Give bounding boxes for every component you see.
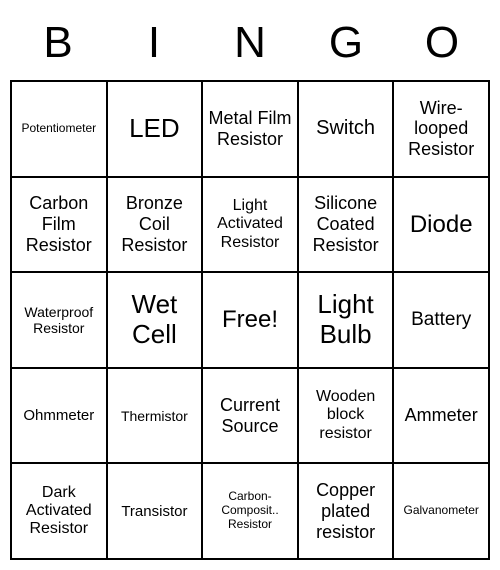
header-letter-g: G (298, 18, 394, 68)
bingo-cell-free[interactable]: Free! (202, 272, 298, 368)
bingo-cell[interactable]: Wet Cell (107, 272, 203, 368)
bingo-cell[interactable]: Silicone Coated Resistor (298, 177, 394, 273)
bingo-cell[interactable]: Galvanometer (393, 463, 489, 559)
bingo-cell[interactable]: Diode (393, 177, 489, 273)
bingo-card: B I N G O Potentiometer LED Metal Film R… (10, 10, 490, 560)
header-letter-o: O (394, 18, 490, 68)
bingo-cell[interactable]: Switch (298, 81, 394, 177)
bingo-cell[interactable]: Light Bulb (298, 272, 394, 368)
bingo-cell[interactable]: Bronze Coil Resistor (107, 177, 203, 273)
bingo-cell[interactable]: Metal Film Resistor (202, 81, 298, 177)
bingo-cell[interactable]: Carbon Film Resistor (11, 177, 107, 273)
bingo-cell[interactable]: Light Activated Resistor (202, 177, 298, 273)
bingo-cell[interactable]: Carbon-Composit.. Resistor (202, 463, 298, 559)
bingo-cell[interactable]: Battery (393, 272, 489, 368)
bingo-cell[interactable]: Wire-looped Resistor (393, 81, 489, 177)
bingo-cell[interactable]: Thermistor (107, 368, 203, 464)
bingo-cell[interactable]: LED (107, 81, 203, 177)
bingo-cell[interactable]: Copper plated resistor (298, 463, 394, 559)
bingo-cell[interactable]: Current Source (202, 368, 298, 464)
bingo-cell[interactable]: Transistor (107, 463, 203, 559)
header-letter-n: N (202, 18, 298, 68)
bingo-header-row: B I N G O (10, 10, 490, 80)
bingo-cell[interactable]: Ammeter (393, 368, 489, 464)
bingo-cell[interactable]: Ohmmeter (11, 368, 107, 464)
bingo-cell[interactable]: Wooden block resistor (298, 368, 394, 464)
bingo-cell[interactable]: Potentiometer (11, 81, 107, 177)
header-letter-b: B (10, 18, 106, 68)
bingo-grid: Potentiometer LED Metal Film Resistor Sw… (10, 80, 490, 560)
bingo-cell[interactable]: Dark Activated Resistor (11, 463, 107, 559)
bingo-cell[interactable]: Waterproof Resistor (11, 272, 107, 368)
header-letter-i: I (106, 18, 202, 68)
